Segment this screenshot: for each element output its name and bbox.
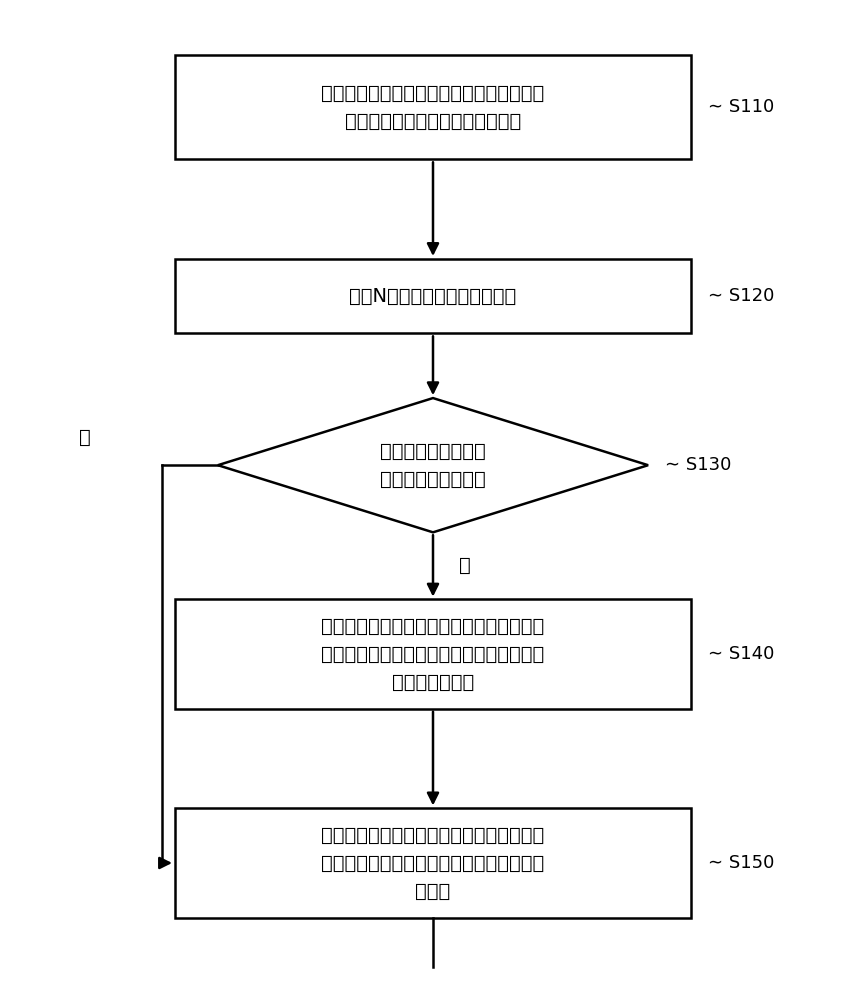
Bar [175, 55, 691, 159]
Text: ∼ S130: ∼ S130 [665, 456, 732, 474]
Text: 否: 否 [79, 428, 90, 447]
Text: ∼ S120: ∼ S120 [708, 287, 775, 305]
Text: 将当前数据帧帧头的时间戳向偏离的相反方
向偏移，得到修正的时间戳，作为当前数据
帧帧头的时间戳: 将当前数据帧帧头的时间戳向偏离的相反方 向偏移，得到修正的时间戳，作为当前数据 … [321, 617, 545, 692]
Text: 计算N个时钟周期数量的平均值: 计算N个时钟周期数量的平均值 [349, 287, 517, 306]
Text: ∼ S140: ∼ S140 [708, 645, 775, 663]
Text: 判断当前的时钟周期
数量是否偏离平均值: 判断当前的时钟周期 数量是否偏离平均值 [380, 442, 486, 489]
Polygon shape [218, 398, 648, 532]
Bar [175, 808, 691, 918]
Bar [175, 259, 691, 333]
Text: 记录物理层通道接收的数据帧帧头的时间戳
以及相邻帧头之间的时钟周期数量: 记录物理层通道接收的数据帧帧头的时间戳 以及相邻帧头之间的时钟周期数量 [321, 84, 545, 131]
Text: 是: 是 [459, 556, 470, 575]
Bar [175, 599, 691, 709]
Text: 保存当前数据帧帧头的时间戳，并移除队列
头部的数据，将当前的时钟周期数量加入队
列尾部: 保存当前数据帧帧头的时间戳，并移除队列 头部的数据，将当前的时钟周期数量加入队 … [321, 825, 545, 900]
Text: ∼ S110: ∼ S110 [708, 98, 774, 116]
Text: ∼ S150: ∼ S150 [708, 854, 775, 872]
